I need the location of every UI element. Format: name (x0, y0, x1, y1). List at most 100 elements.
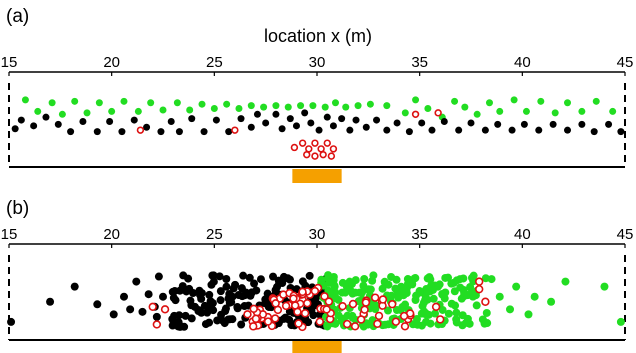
data-point (284, 103, 292, 111)
data-point (208, 299, 217, 308)
data-point (237, 284, 246, 293)
data-point (342, 319, 352, 329)
panel-a-frame (8, 71, 626, 168)
data-point (233, 302, 242, 311)
data-point (256, 275, 265, 284)
data-point (438, 305, 447, 314)
data-point (338, 115, 346, 123)
data-point (438, 290, 447, 299)
panel-a: (a) location x (m) 15 20 25 30 35 40 45 (1, 6, 633, 183)
data-point (481, 297, 490, 306)
data-point (79, 118, 87, 126)
data-point (357, 288, 366, 297)
data-point (494, 120, 502, 128)
data-point (401, 109, 409, 117)
data-point (360, 274, 369, 283)
data-point (118, 128, 126, 136)
x-axis-title: location x (m) (264, 26, 372, 46)
data-point (269, 272, 278, 281)
data-point (272, 110, 280, 118)
panel-b: (b) 15 20 25 30 35 40 45 (1, 198, 633, 353)
data-point (307, 119, 315, 127)
x-tick-label: 25 (206, 54, 223, 71)
data-point (412, 96, 420, 104)
data-point (251, 314, 261, 323)
data-point (303, 299, 312, 308)
data-point (317, 145, 325, 153)
data-point (301, 109, 309, 117)
data-point (147, 99, 155, 107)
data-point (138, 307, 147, 316)
data-point (429, 294, 438, 303)
data-point (403, 275, 412, 284)
data-point (119, 292, 128, 301)
data-point (325, 278, 334, 287)
data-point (303, 150, 311, 159)
panel-a-label: (a) (6, 6, 29, 27)
data-point (180, 322, 189, 331)
data-point (70, 282, 79, 291)
data-point (452, 308, 461, 317)
data-point (222, 274, 231, 283)
data-point (440, 118, 448, 126)
data-point (327, 152, 336, 160)
data-point (216, 287, 225, 296)
data-point (187, 314, 196, 323)
data-point (159, 106, 167, 114)
data-point (475, 277, 484, 286)
data-point (179, 271, 188, 280)
data-point (148, 302, 157, 311)
data-point (169, 316, 178, 325)
data-point (524, 310, 533, 319)
data-point (298, 139, 307, 147)
data-point (178, 282, 187, 291)
data-point (374, 311, 384, 321)
data-point (167, 118, 175, 126)
data-point (304, 318, 313, 327)
data-point (260, 103, 268, 111)
data-point (278, 125, 286, 133)
data-point (300, 309, 310, 318)
data-point (485, 99, 493, 107)
data-point (352, 116, 360, 124)
data-point (204, 306, 213, 315)
data-point (436, 315, 445, 324)
data-point (136, 126, 145, 134)
data-point (400, 322, 410, 331)
data-point (456, 275, 465, 284)
data-point (495, 292, 504, 301)
data-point (93, 300, 102, 309)
data-point (370, 293, 380, 302)
data-point (250, 279, 259, 288)
data-point (342, 103, 350, 111)
data-point (321, 103, 329, 111)
data-point (67, 128, 75, 136)
data-point (83, 109, 91, 117)
data-point (362, 123, 370, 131)
x-tick-label: 35 (411, 54, 428, 71)
data-point (93, 128, 101, 136)
data-point (331, 99, 339, 107)
data-point (447, 279, 456, 288)
data-point (399, 311, 409, 321)
data-point (324, 297, 334, 306)
data-point (434, 109, 442, 117)
data-point (429, 285, 438, 294)
data-point (392, 275, 401, 284)
data-point (168, 287, 177, 296)
data-point (426, 275, 435, 284)
data-point (564, 99, 572, 107)
data-point (319, 150, 327, 159)
data-point (600, 282, 609, 291)
data-point (17, 116, 25, 124)
data-point (441, 273, 450, 282)
x-tick-label: 30 (309, 54, 326, 71)
data-point (169, 293, 178, 302)
data-point (175, 128, 183, 136)
data-point (291, 301, 300, 310)
data-point (310, 286, 320, 296)
data-point (224, 315, 233, 324)
data-point (338, 288, 347, 297)
data-point (412, 315, 421, 324)
data-point (391, 317, 401, 326)
